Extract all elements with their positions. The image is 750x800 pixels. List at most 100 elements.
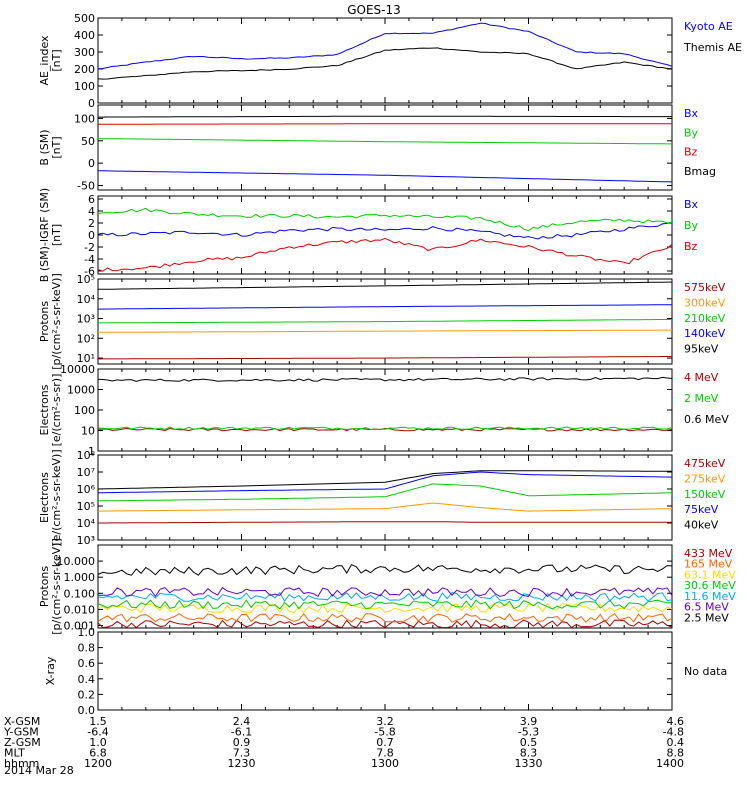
footer-row-value: 7.3 (233, 747, 251, 760)
y-tick-label: 10⁸ (77, 449, 96, 462)
y-tick-label: 10⁷ (77, 466, 95, 479)
footer-row-value: 1.5 (89, 715, 107, 728)
y-tick-label: -2 (84, 241, 95, 254)
legend-entry: 0.6 MeV (684, 413, 729, 426)
panel-frame (97, 454, 673, 541)
y-tick-label: 50 (81, 135, 95, 148)
series-line-11-6-mev (97, 591, 673, 603)
panel-5: 1 10 100 1000 10000 Electrons [e/(cm²-s-sr)] 4 … (38, 363, 729, 458)
legend-entry: 140keV (684, 327, 726, 340)
y-tick-label: 10000 (60, 363, 95, 376)
y-tick-label: 10.000 (57, 555, 96, 568)
y-axis-label: Protons (38, 301, 51, 342)
footer-row-value: 1330 (515, 757, 543, 770)
y-tick-label: 500 (74, 12, 95, 25)
orbit-footer: 2014 Mar 28 X-GSM 1.5 2.4 3.2 3.9 4.6 Y-GSM -6.… (3, 715, 684, 777)
legend-entry: 4 MeV (684, 371, 719, 384)
footer-row-value: 4.6 (667, 715, 685, 728)
panel-7: 0.001 0.010 0.100 1.000 10.000 Protons [p/(cm²… (38, 538, 736, 635)
y-tick-label: -6 (84, 265, 95, 278)
y-axis-label: [nT] (50, 224, 63, 246)
series-line-275kev (98, 502, 673, 512)
legend-entry: 2 MeV (684, 392, 719, 405)
y-axis-label: [nT] (50, 136, 63, 158)
y-tick-label: 200 (74, 63, 95, 76)
series-line-575kev (97, 356, 672, 360)
y-tick-label: 10 (81, 425, 95, 438)
panel-frame (97, 17, 673, 104)
y-tick-label: 2 (88, 217, 95, 230)
series-line-140kev (98, 304, 672, 310)
series-line-by (97, 207, 673, 232)
footer-row-label: MLT (4, 747, 25, 760)
footer-row-value: 1300 (371, 757, 399, 770)
y-tick-label: 10⁶ (77, 483, 96, 496)
y-tick-label: 10¹ (77, 352, 95, 365)
y-axis-label: B (SM)-IGRF (SM) (38, 188, 51, 282)
series-line-by (98, 138, 672, 145)
legend-entry: 300keV (684, 296, 726, 309)
y-axis-label: [p/(cm²-s-sr-keV)] (50, 538, 63, 635)
legend-entry: Bx (684, 107, 699, 120)
panel-8: 0.0 0.2 0.4 0.6 0.8 1.0 X-ray No data (44, 626, 727, 717)
legend-entry: 433 MeV (684, 547, 733, 560)
panel-2: -50 0 50 100 B (SM) [nT] Bx By Bz Bmag (38, 104, 716, 193)
series-line-63-1-mev (97, 602, 673, 614)
footer-row-value: 0.5 (520, 736, 538, 749)
legend-entry: 11.6 MeV (684, 590, 736, 603)
footer-row-value: -5.3 (518, 726, 539, 739)
y-tick-label: 10³ (77, 313, 95, 326)
series-line-bz (97, 237, 673, 272)
footer-row-value: 0.9 (233, 736, 251, 749)
y-axis-label: [nT] (50, 49, 63, 71)
series-line-300kev (98, 329, 672, 333)
legend-entry: 475keV (684, 457, 726, 470)
y-tick-label: 6 (88, 193, 95, 206)
legend-entry: Themis AE (683, 41, 742, 54)
series-line-475kev (98, 521, 672, 524)
legend-entry: Bx (684, 198, 699, 211)
series-line-433-mev (97, 619, 673, 629)
y-tick-label: 0.100 (64, 587, 96, 600)
footer-row-value: -6.1 (231, 726, 252, 739)
series-line-themis-ae (97, 47, 673, 80)
legend-entry: 210keV (684, 312, 726, 325)
y-tick-label: 100 (74, 404, 95, 417)
legend-entry: 6.5 MeV (684, 601, 729, 614)
footer-row-label: Y-GSM (3, 726, 39, 739)
footer-row-label: X-GSM (4, 715, 40, 728)
y-axis-label: [e/(cm²-s-sr)] (50, 374, 63, 447)
y-axis-label: [e/(cm²-s-sr-keV)] (50, 449, 63, 545)
legend-entry: 75keV (684, 503, 719, 516)
legend-entry: 63.1 MeV (684, 568, 736, 581)
y-axis-label: [p/(cm²-s-sr-keV)] (50, 273, 63, 370)
legend-entry: 150keV (684, 488, 726, 501)
legend-entry: Kyoto AE (684, 20, 733, 33)
no-data-label: No data (684, 665, 727, 678)
series-line-kyoto-ae (97, 22, 673, 70)
y-axis-label: Protons (38, 566, 51, 607)
legend-entry: 2.5 MeV (684, 611, 729, 624)
footer-row-value: 3.2 (376, 715, 394, 728)
footer-row-value: 8.3 (520, 747, 538, 760)
y-tick-label: 10⁴ (77, 293, 96, 306)
footer-row-value: -4.8 (663, 726, 684, 739)
y-tick-label: 0.6 (78, 657, 96, 670)
panel-frame (97, 544, 673, 629)
series-line-bmag (98, 115, 672, 118)
y-tick-label: 4 (88, 205, 95, 218)
footer-row-value: 3.9 (520, 715, 538, 728)
series-line-165-mev (97, 612, 673, 624)
footer-row-label: Z-GSM (4, 736, 41, 749)
y-tick-label: 0.4 (78, 673, 96, 686)
legend-entry: By (684, 126, 699, 139)
footer-row-value: 1.0 (89, 736, 107, 749)
y-tick-label: 0 (88, 229, 95, 242)
series-line-6-5-mev (97, 586, 673, 598)
panel-frame (97, 104, 673, 191)
series-line-bx (98, 170, 673, 183)
legend-entry: By (684, 219, 699, 232)
footer-row-value: 0.4 (667, 736, 685, 749)
